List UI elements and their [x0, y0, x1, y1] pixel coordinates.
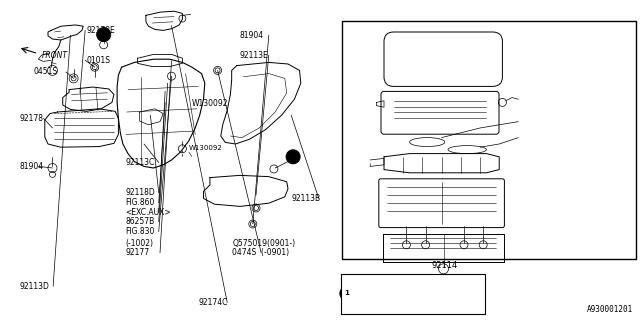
Text: FRONT: FRONT — [42, 51, 68, 60]
Polygon shape — [383, 234, 504, 262]
Ellipse shape — [448, 146, 486, 154]
Text: 92113E: 92113E — [240, 51, 269, 60]
Polygon shape — [384, 154, 499, 173]
Bar — [341, 274, 485, 314]
Text: 81904: 81904 — [19, 162, 44, 171]
Text: FIG.860: FIG.860 — [125, 198, 155, 207]
Polygon shape — [138, 54, 182, 67]
Polygon shape — [221, 62, 301, 144]
Text: 92174C: 92174C — [198, 298, 228, 307]
Text: 0474S  (-0901): 0474S (-0901) — [232, 248, 289, 257]
Text: 92113D: 92113D — [19, 282, 49, 291]
Text: A930001201: A930001201 — [588, 305, 634, 314]
Text: 92113C: 92113C — [125, 158, 155, 167]
Polygon shape — [140, 109, 163, 125]
Text: (-1002): (-1002) — [125, 239, 154, 248]
Text: 1: 1 — [291, 154, 296, 160]
Text: 0451S: 0451S — [34, 68, 58, 76]
Text: <EXC.AUX>: <EXC.AUX> — [125, 208, 171, 217]
Text: 92178: 92178 — [19, 114, 44, 123]
Circle shape — [286, 150, 300, 164]
Text: W130092: W130092 — [192, 100, 228, 108]
Text: 86257B: 86257B — [125, 217, 155, 226]
FancyBboxPatch shape — [379, 179, 504, 228]
Text: 92178E: 92178E — [86, 26, 115, 35]
Text: 81904: 81904 — [240, 31, 264, 40]
Text: Q575019(0901-): Q575019(0901-) — [232, 239, 296, 248]
Text: 0101S: 0101S — [86, 56, 111, 65]
Text: W130092: W130092 — [189, 145, 223, 151]
FancyBboxPatch shape — [381, 92, 499, 134]
Text: Q500031('11MY-): Q500031('11MY-) — [363, 281, 427, 287]
Polygon shape — [204, 175, 288, 206]
Text: 1: 1 — [344, 291, 349, 296]
Circle shape — [340, 286, 354, 300]
Polygon shape — [45, 109, 118, 147]
Polygon shape — [63, 87, 114, 111]
Polygon shape — [146, 11, 182, 30]
Text: 92177: 92177 — [125, 248, 150, 257]
Text: 92113B: 92113B — [291, 194, 321, 203]
Bar — [342, 21, 636, 259]
Polygon shape — [117, 59, 205, 168]
Text: 92118D: 92118D — [125, 188, 155, 197]
Circle shape — [97, 28, 111, 42]
Polygon shape — [376, 101, 384, 107]
Ellipse shape — [410, 138, 445, 147]
FancyBboxPatch shape — [384, 32, 502, 86]
Text: 1: 1 — [101, 32, 106, 37]
Text: 0450S*A(-'10MY): 0450S*A(-'10MY) — [363, 292, 427, 299]
Text: FIG.830: FIG.830 — [125, 227, 155, 236]
Text: 92114: 92114 — [431, 261, 458, 270]
